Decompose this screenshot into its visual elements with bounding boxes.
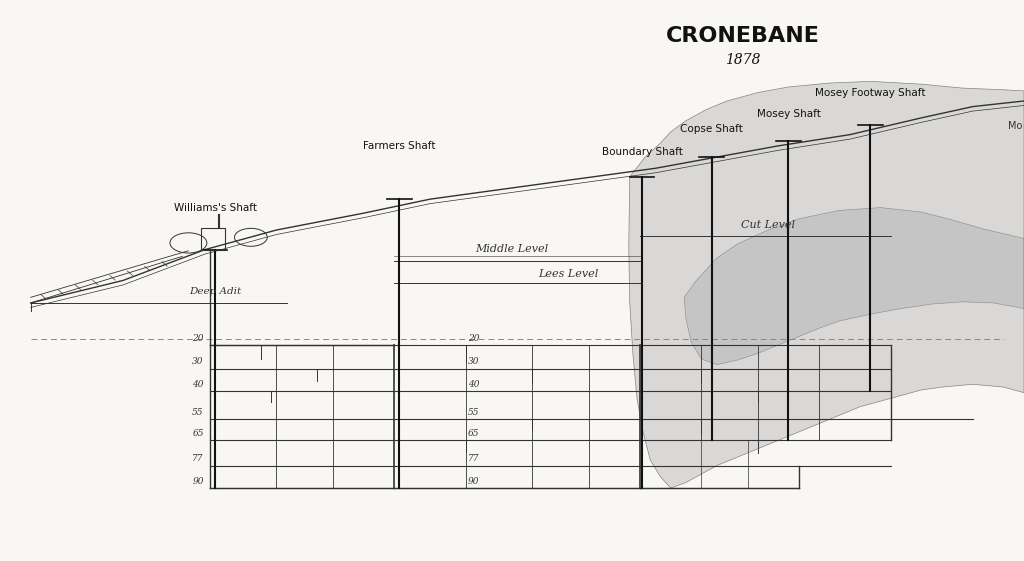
Polygon shape — [684, 208, 1024, 365]
Text: 77: 77 — [468, 454, 479, 463]
Text: 77: 77 — [193, 454, 204, 463]
Polygon shape — [629, 81, 1024, 488]
Text: Farmers Shaft: Farmers Shaft — [364, 141, 435, 151]
Text: Mosey Shaft: Mosey Shaft — [757, 109, 820, 119]
Text: Williams's Shaft: Williams's Shaft — [173, 203, 257, 213]
Text: CRONEBANE: CRONEBANE — [666, 26, 819, 47]
Text: 1878: 1878 — [725, 53, 760, 67]
Text: Deep Adit: Deep Adit — [189, 287, 241, 296]
Text: Mosey Footway Shaft: Mosey Footway Shaft — [815, 88, 926, 98]
Text: 55: 55 — [193, 408, 204, 417]
Text: 90: 90 — [468, 477, 479, 486]
Text: 20: 20 — [193, 334, 204, 343]
Text: Mo: Mo — [1008, 121, 1022, 131]
Text: 65: 65 — [193, 429, 204, 438]
Text: 40: 40 — [468, 380, 479, 389]
Text: Cut Level: Cut Level — [741, 220, 795, 230]
Text: 20: 20 — [468, 334, 479, 343]
Text: Copse Shaft: Copse Shaft — [680, 123, 743, 134]
Text: 55: 55 — [468, 408, 479, 417]
Text: Lees Level: Lees Level — [539, 269, 598, 279]
Text: Middle Level: Middle Level — [475, 244, 549, 254]
Text: 30: 30 — [468, 357, 479, 366]
Text: 90: 90 — [193, 477, 204, 486]
Text: 65: 65 — [468, 429, 479, 438]
Text: 30: 30 — [193, 357, 204, 366]
Text: 40: 40 — [193, 380, 204, 389]
Text: Boundary Shaft: Boundary Shaft — [602, 147, 682, 157]
Bar — [201, 228, 225, 250]
